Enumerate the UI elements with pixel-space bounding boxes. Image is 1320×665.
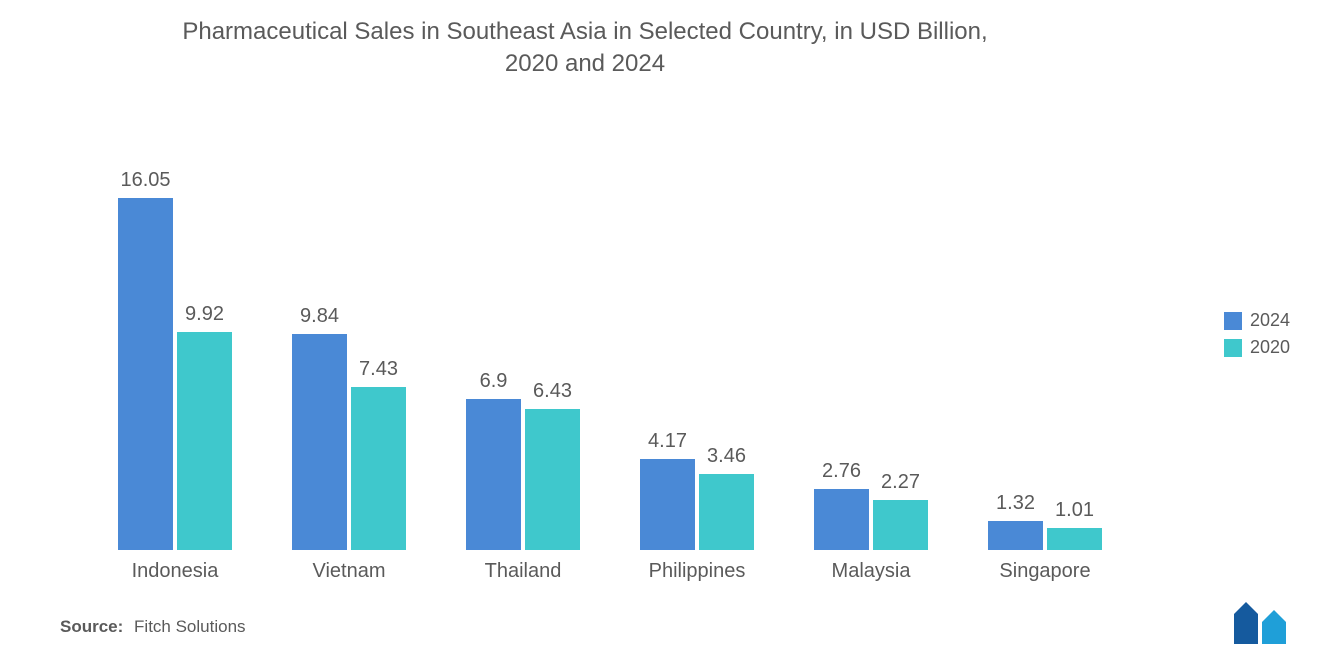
category-label: Singapore (999, 560, 1090, 583)
category-label: Indonesia (132, 560, 219, 583)
bar-group: 4.173.46Philippines (640, 459, 754, 551)
bar: 1.01 (1047, 528, 1102, 550)
bar-group: 6.96.43Thailand (466, 399, 580, 550)
bar: 6.43 (525, 409, 580, 550)
baseline (80, 549, 1140, 550)
legend: 2024 2020 (1224, 310, 1290, 364)
bar: 16.05 (118, 198, 173, 550)
value-label: 4.17 (648, 430, 687, 453)
bar-rect (699, 474, 754, 550)
bar-rect (1047, 528, 1102, 550)
bar-group: 9.847.43Vietnam (292, 334, 406, 550)
value-label: 9.92 (185, 303, 224, 326)
category-label: Vietnam (312, 560, 385, 583)
bar: 9.84 (292, 334, 347, 550)
chart-title: Pharmaceutical Sales in Southeast Asia i… (0, 16, 1170, 81)
bar-rect (466, 399, 521, 550)
bar: 4.17 (640, 459, 695, 551)
legend-item: 2020 (1224, 337, 1290, 358)
value-label: 16.05 (120, 169, 170, 192)
value-label: 7.43 (359, 358, 398, 381)
plot-area: 16.059.92Indonesia9.847.43Vietnam6.96.43… (80, 155, 1140, 550)
bar-rect (351, 387, 406, 550)
value-label: 2.27 (881, 471, 920, 494)
brand-logo (1232, 600, 1292, 649)
legend-swatch (1224, 312, 1242, 330)
value-label: 1.32 (996, 492, 1035, 515)
value-label: 2.76 (822, 460, 861, 483)
legend-label: 2024 (1250, 310, 1290, 331)
bar: 3.46 (699, 474, 754, 550)
source-text: Fitch Solutions (134, 617, 246, 636)
value-label: 6.43 (533, 380, 572, 403)
bar-group: 1.321.01Singapore (988, 521, 1102, 550)
legend-item: 2024 (1224, 310, 1290, 331)
chart-title-line1: Pharmaceutical Sales in Southeast Asia i… (182, 18, 987, 45)
bar-rect (177, 332, 232, 550)
value-label: 3.46 (707, 445, 746, 468)
bar-group: 2.762.27Malaysia (814, 489, 928, 550)
value-label: 6.9 (480, 370, 508, 393)
bar: 2.76 (814, 489, 869, 550)
bar: 9.92 (177, 332, 232, 550)
source-label: Source: (60, 617, 123, 636)
bar: 2.27 (873, 500, 928, 550)
bar-rect (640, 459, 695, 551)
category-label: Malaysia (832, 560, 911, 583)
bar-rect (988, 521, 1043, 550)
bar-rect (118, 198, 173, 550)
bar: 6.9 (466, 399, 521, 550)
chart-title-line2: 2020 and 2024 (505, 50, 665, 77)
source-line: Source: Fitch Solutions (60, 617, 246, 637)
bar-group: 16.059.92Indonesia (118, 198, 232, 550)
bar: 1.32 (988, 521, 1043, 550)
category-label: Thailand (485, 560, 562, 583)
bar: 7.43 (351, 387, 406, 550)
legend-swatch (1224, 339, 1242, 357)
legend-label: 2020 (1250, 337, 1290, 358)
value-label: 9.84 (300, 305, 339, 328)
chart-container: Pharmaceutical Sales in Southeast Asia i… (0, 0, 1320, 665)
bar-rect (873, 500, 928, 550)
value-label: 1.01 (1055, 499, 1094, 522)
category-label: Philippines (649, 560, 746, 583)
bar-rect (292, 334, 347, 550)
bar-rect (814, 489, 869, 550)
bar-rect (525, 409, 580, 550)
logo-icon (1232, 600, 1292, 644)
